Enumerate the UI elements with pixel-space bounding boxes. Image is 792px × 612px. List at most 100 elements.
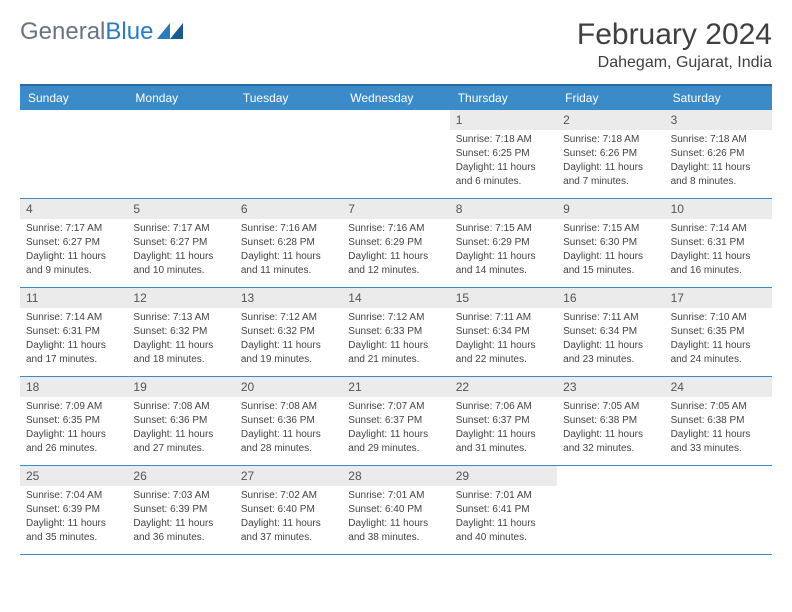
sunrise-text: Sunrise: 7:18 AM xyxy=(456,133,551,147)
day-details: Sunrise: 7:17 AMSunset: 6:27 PMDaylight:… xyxy=(127,219,234,284)
sunset-text: Sunset: 6:32 PM xyxy=(133,325,228,339)
daylight-text: Daylight: 11 hours and 29 minutes. xyxy=(348,428,443,456)
sunset-text: Sunset: 6:36 PM xyxy=(133,414,228,428)
day-header: Tuesday xyxy=(235,86,342,110)
day-cell: 19Sunrise: 7:08 AMSunset: 6:36 PMDayligh… xyxy=(127,377,234,465)
day-number: 11 xyxy=(20,288,127,308)
day-cell: 5Sunrise: 7:17 AMSunset: 6:27 PMDaylight… xyxy=(127,199,234,287)
daylight-text: Daylight: 11 hours and 12 minutes. xyxy=(348,250,443,278)
sunset-text: Sunset: 6:41 PM xyxy=(456,503,551,517)
day-details: Sunrise: 7:10 AMSunset: 6:35 PMDaylight:… xyxy=(665,308,772,373)
sunrise-text: Sunrise: 7:15 AM xyxy=(563,222,658,236)
sunrise-text: Sunrise: 7:08 AM xyxy=(241,400,336,414)
day-header: Friday xyxy=(557,86,664,110)
day-cell: 10Sunrise: 7:14 AMSunset: 6:31 PMDayligh… xyxy=(665,199,772,287)
day-number: 7 xyxy=(342,199,449,219)
week-row: 18Sunrise: 7:09 AMSunset: 6:35 PMDayligh… xyxy=(20,377,772,466)
day-number: 4 xyxy=(20,199,127,219)
day-cell: 26Sunrise: 7:03 AMSunset: 6:39 PMDayligh… xyxy=(127,466,234,554)
sunrise-text: Sunrise: 7:12 AM xyxy=(241,311,336,325)
day-number: 15 xyxy=(450,288,557,308)
day-number: 2 xyxy=(557,110,664,130)
sunset-text: Sunset: 6:26 PM xyxy=(563,147,658,161)
day-cell: 29Sunrise: 7:01 AMSunset: 6:41 PMDayligh… xyxy=(450,466,557,554)
sunrise-text: Sunrise: 7:13 AM xyxy=(133,311,228,325)
day-number: 13 xyxy=(235,288,342,308)
day-header: Wednesday xyxy=(342,86,449,110)
daylight-text: Daylight: 11 hours and 27 minutes. xyxy=(133,428,228,456)
day-cell: 8Sunrise: 7:15 AMSunset: 6:29 PMDaylight… xyxy=(450,199,557,287)
sunset-text: Sunset: 6:25 PM xyxy=(456,147,551,161)
calendar: SundayMondayTuesdayWednesdayThursdayFrid… xyxy=(20,84,772,555)
sunset-text: Sunset: 6:39 PM xyxy=(133,503,228,517)
day-details: Sunrise: 7:06 AMSunset: 6:37 PMDaylight:… xyxy=(450,397,557,462)
daylight-text: Daylight: 11 hours and 16 minutes. xyxy=(671,250,766,278)
sunset-text: Sunset: 6:27 PM xyxy=(26,236,121,250)
week-row: 11Sunrise: 7:14 AMSunset: 6:31 PMDayligh… xyxy=(20,288,772,377)
logo-icon xyxy=(157,18,183,46)
weeks-container: 1Sunrise: 7:18 AMSunset: 6:25 PMDaylight… xyxy=(20,110,772,555)
sunset-text: Sunset: 6:30 PM xyxy=(563,236,658,250)
sunrise-text: Sunrise: 7:15 AM xyxy=(456,222,551,236)
sunrise-text: Sunrise: 7:14 AM xyxy=(671,222,766,236)
day-details: Sunrise: 7:07 AMSunset: 6:37 PMDaylight:… xyxy=(342,397,449,462)
page-header: GeneralBlue February 2024 Dahegam, Gujar… xyxy=(20,18,772,72)
day-cell: 15Sunrise: 7:11 AMSunset: 6:34 PMDayligh… xyxy=(450,288,557,376)
sunrise-text: Sunrise: 7:14 AM xyxy=(26,311,121,325)
sunrise-text: Sunrise: 7:05 AM xyxy=(671,400,766,414)
day-details: Sunrise: 7:04 AMSunset: 6:39 PMDaylight:… xyxy=(20,486,127,551)
day-cell: 4Sunrise: 7:17 AMSunset: 6:27 PMDaylight… xyxy=(20,199,127,287)
daylight-text: Daylight: 11 hours and 37 minutes. xyxy=(241,517,336,545)
day-cell: 20Sunrise: 7:08 AMSunset: 6:36 PMDayligh… xyxy=(235,377,342,465)
day-details: Sunrise: 7:01 AMSunset: 6:41 PMDaylight:… xyxy=(450,486,557,551)
day-cell: 25Sunrise: 7:04 AMSunset: 6:39 PMDayligh… xyxy=(20,466,127,554)
day-number: 16 xyxy=(557,288,664,308)
sunset-text: Sunset: 6:33 PM xyxy=(348,325,443,339)
day-cell: 2Sunrise: 7:18 AMSunset: 6:26 PMDaylight… xyxy=(557,110,664,198)
day-number: 20 xyxy=(235,377,342,397)
day-number: 28 xyxy=(342,466,449,486)
day-cell: 18Sunrise: 7:09 AMSunset: 6:35 PMDayligh… xyxy=(20,377,127,465)
sunset-text: Sunset: 6:35 PM xyxy=(26,414,121,428)
week-row: 4Sunrise: 7:17 AMSunset: 6:27 PMDaylight… xyxy=(20,199,772,288)
day-details: Sunrise: 7:12 AMSunset: 6:32 PMDaylight:… xyxy=(235,308,342,373)
day-cell xyxy=(557,466,664,554)
sunrise-text: Sunrise: 7:11 AM xyxy=(563,311,658,325)
sunset-text: Sunset: 6:39 PM xyxy=(26,503,121,517)
day-number: 14 xyxy=(342,288,449,308)
sunset-text: Sunset: 6:37 PM xyxy=(348,414,443,428)
day-cell: 1Sunrise: 7:18 AMSunset: 6:25 PMDaylight… xyxy=(450,110,557,198)
sunset-text: Sunset: 6:34 PM xyxy=(563,325,658,339)
day-cell xyxy=(665,466,772,554)
day-details: Sunrise: 7:12 AMSunset: 6:33 PMDaylight:… xyxy=(342,308,449,373)
day-details: Sunrise: 7:17 AMSunset: 6:27 PMDaylight:… xyxy=(20,219,127,284)
day-number: 29 xyxy=(450,466,557,486)
day-cell xyxy=(342,110,449,198)
sunrise-text: Sunrise: 7:03 AM xyxy=(133,489,228,503)
daylight-text: Daylight: 11 hours and 35 minutes. xyxy=(26,517,121,545)
daylight-text: Daylight: 11 hours and 14 minutes. xyxy=(456,250,551,278)
day-cell: 27Sunrise: 7:02 AMSunset: 6:40 PMDayligh… xyxy=(235,466,342,554)
day-cell: 14Sunrise: 7:12 AMSunset: 6:33 PMDayligh… xyxy=(342,288,449,376)
daylight-text: Daylight: 11 hours and 10 minutes. xyxy=(133,250,228,278)
day-number: 10 xyxy=(665,199,772,219)
day-details: Sunrise: 7:16 AMSunset: 6:29 PMDaylight:… xyxy=(342,219,449,284)
daylight-text: Daylight: 11 hours and 38 minutes. xyxy=(348,517,443,545)
day-cell: 24Sunrise: 7:05 AMSunset: 6:38 PMDayligh… xyxy=(665,377,772,465)
day-number: 26 xyxy=(127,466,234,486)
day-cell: 23Sunrise: 7:05 AMSunset: 6:38 PMDayligh… xyxy=(557,377,664,465)
day-details: Sunrise: 7:03 AMSunset: 6:39 PMDaylight:… xyxy=(127,486,234,551)
sunrise-text: Sunrise: 7:05 AM xyxy=(563,400,658,414)
week-row: 1Sunrise: 7:18 AMSunset: 6:25 PMDaylight… xyxy=(20,110,772,199)
day-cell: 9Sunrise: 7:15 AMSunset: 6:30 PMDaylight… xyxy=(557,199,664,287)
day-cell: 17Sunrise: 7:10 AMSunset: 6:35 PMDayligh… xyxy=(665,288,772,376)
daylight-text: Daylight: 11 hours and 22 minutes. xyxy=(456,339,551,367)
day-number: 17 xyxy=(665,288,772,308)
sunset-text: Sunset: 6:38 PM xyxy=(563,414,658,428)
sunrise-text: Sunrise: 7:08 AM xyxy=(133,400,228,414)
day-details: Sunrise: 7:13 AMSunset: 6:32 PMDaylight:… xyxy=(127,308,234,373)
day-number: 24 xyxy=(665,377,772,397)
sunrise-text: Sunrise: 7:09 AM xyxy=(26,400,121,414)
sunrise-text: Sunrise: 7:16 AM xyxy=(241,222,336,236)
day-details: Sunrise: 7:11 AMSunset: 6:34 PMDaylight:… xyxy=(557,308,664,373)
